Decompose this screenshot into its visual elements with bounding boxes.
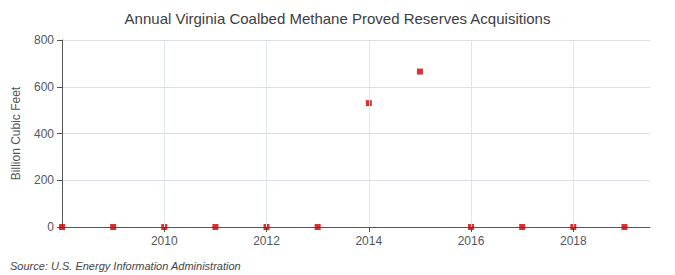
svg-text:Annual Virginia Coalbed Methan: Annual Virginia Coalbed Methane Proved R… xyxy=(125,10,551,27)
svg-text:0: 0 xyxy=(47,220,54,234)
svg-text:400: 400 xyxy=(34,127,54,141)
svg-text:Source: U.S. Energy Informatio: Source: U.S. Energy Information Administ… xyxy=(10,260,241,272)
svg-text:800: 800 xyxy=(34,33,54,47)
svg-text:200: 200 xyxy=(34,173,54,187)
svg-text:Billion Cubic Feet: Billion Cubic Feet xyxy=(9,86,23,180)
svg-text:2012: 2012 xyxy=(253,234,280,248)
svg-text:2014: 2014 xyxy=(355,234,382,248)
svg-text:600: 600 xyxy=(34,80,54,94)
svg-text:2018: 2018 xyxy=(560,234,587,248)
svg-text:2010: 2010 xyxy=(151,234,178,248)
svg-text:2016: 2016 xyxy=(458,234,485,248)
